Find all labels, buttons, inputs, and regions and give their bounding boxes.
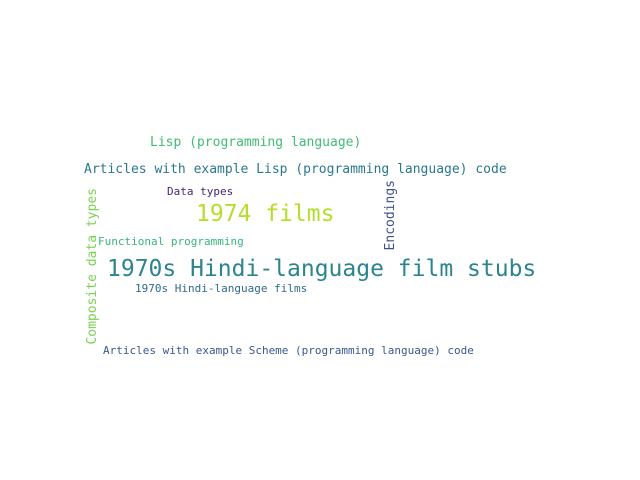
word-1970s-hindi-film-stubs: 1970s Hindi-language film stubs xyxy=(107,256,537,282)
word-functional-programming: Functional programming xyxy=(98,235,244,248)
word-lisp-programming-language: Lisp (programming language) xyxy=(150,135,362,150)
word-articles-example-lisp: Articles with example Lisp (programming … xyxy=(84,162,507,177)
word-1974-films: 1974 films xyxy=(196,201,335,227)
word-1970s-hindi-films: 1970s Hindi-language films xyxy=(135,282,308,295)
word-composite-data-types: Composite data types xyxy=(85,188,100,345)
word-encodings: Encodings xyxy=(383,180,398,251)
word-articles-example-scheme: Articles with example Scheme (programmin… xyxy=(103,344,474,357)
word-data-types: Data types xyxy=(167,185,234,198)
